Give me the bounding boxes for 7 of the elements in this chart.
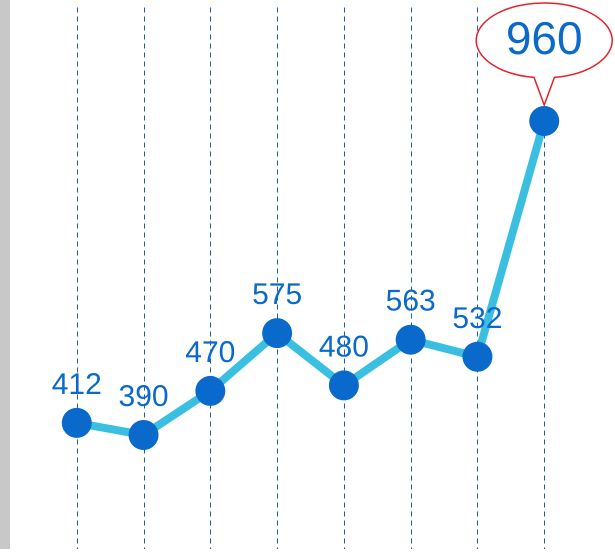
data-label: 575: [252, 278, 302, 312]
data-label: 412: [52, 368, 102, 401]
data-label: 470: [185, 336, 236, 369]
data-label: 563: [386, 284, 436, 318]
data-label: 480: [318, 330, 369, 364]
data-label: 960: [506, 12, 583, 64]
data-label: 390: [118, 380, 169, 413]
